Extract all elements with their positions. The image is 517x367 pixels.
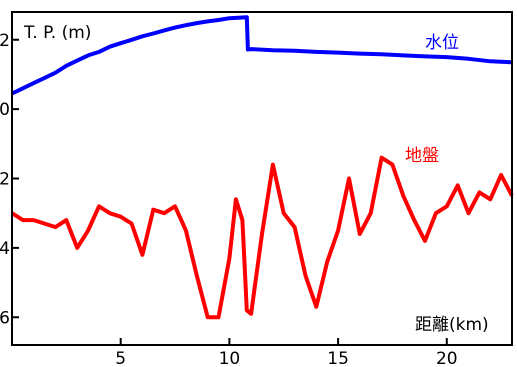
plot-area [10, 15, 514, 320]
y-ticks: 2 0 -2 -4 -6 [0, 31, 19, 328]
series-line-1 [10, 155, 514, 320]
y-tick-label: -4 [0, 239, 10, 259]
y-tick-label: -6 [0, 308, 10, 328]
x-tick-label: 20 [436, 349, 458, 367]
y-tick-label: 0 [0, 100, 10, 120]
x-tick-label: 15 [327, 349, 349, 367]
water-level-annotation: 水位 [425, 33, 459, 53]
plot-frame [11, 11, 513, 346]
x-tick-label: 10 [219, 349, 241, 367]
ground-level-annotation: 地盤 [405, 146, 439, 166]
y-tick-label: 2 [0, 31, 10, 51]
series-line-0 [11, 15, 513, 96]
x-axis-label: 距離(km) [415, 315, 489, 335]
y-axis-label: T. P. (m) [23, 23, 91, 43]
x-ticks: 5 10 15 20 [115, 338, 458, 367]
y-tick-label: -2 [0, 170, 10, 190]
x-tick-label: 5 [115, 349, 126, 367]
